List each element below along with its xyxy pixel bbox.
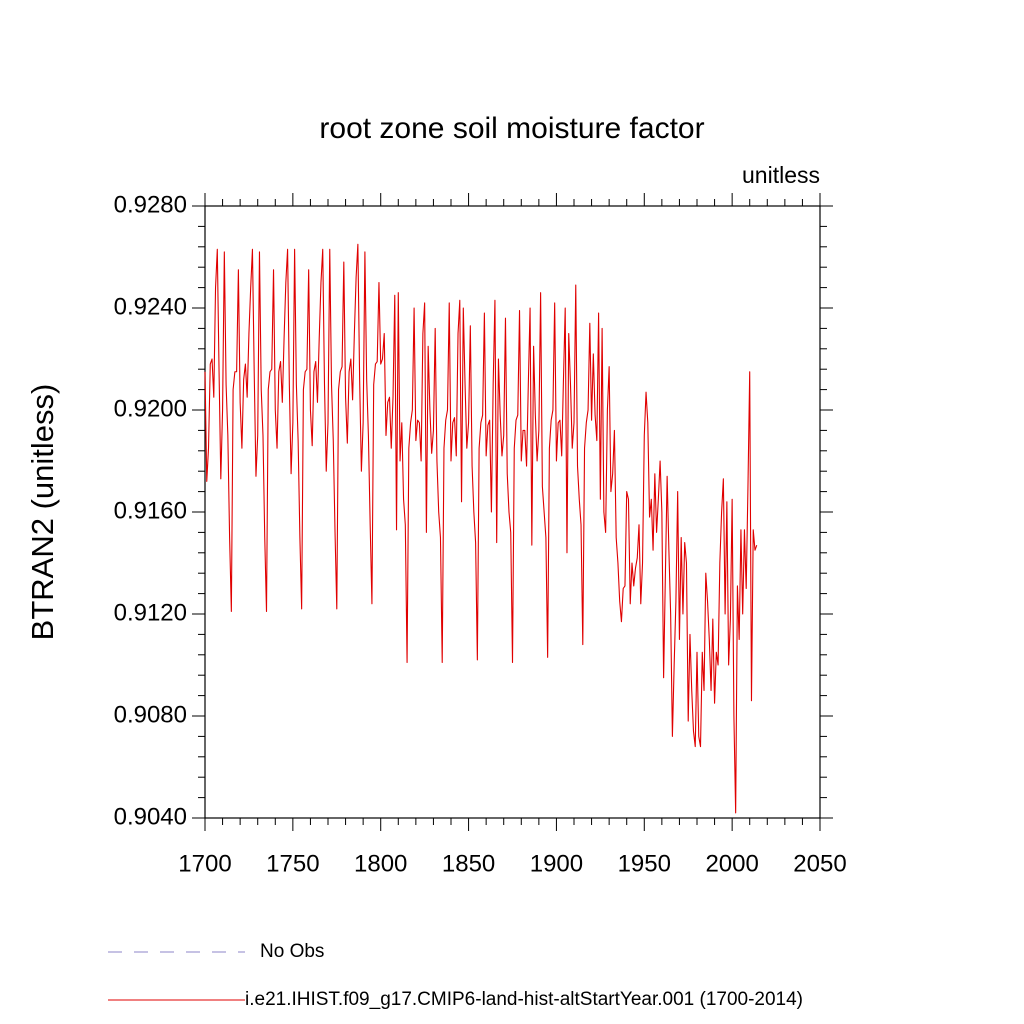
x-tick-label: 2050 bbox=[793, 850, 846, 877]
y-tick-label: 0.9080 bbox=[114, 701, 187, 728]
chart-subtitle: unitless bbox=[742, 162, 820, 188]
legend-label: No Obs bbox=[260, 941, 324, 962]
y-tick-label: 0.9120 bbox=[114, 599, 187, 626]
x-tick-label: 1700 bbox=[178, 850, 231, 877]
x-tick-label: 1950 bbox=[618, 850, 671, 877]
x-tick-label: 1750 bbox=[266, 850, 319, 877]
chart-title: root zone soil moisture factor bbox=[319, 112, 704, 145]
y-tick-label: 0.9240 bbox=[114, 293, 187, 320]
y-tick-label: 0.9200 bbox=[114, 395, 187, 422]
legend-label: i.e21.IHIST.f09_g17.CMIP6-land-hist-altS… bbox=[245, 989, 803, 1010]
y-tick-label: 0.9280 bbox=[114, 191, 187, 218]
y-tick-label: 0.9040 bbox=[114, 803, 187, 830]
x-tick-label: 1850 bbox=[442, 850, 495, 877]
plot-frame bbox=[204, 205, 821, 819]
y-axis-label: BTRAN2 (unitless) bbox=[25, 384, 60, 641]
data-line bbox=[204, 243, 758, 814]
x-tick-label: 1900 bbox=[530, 850, 583, 877]
x-tick-label: 1800 bbox=[354, 850, 407, 877]
y-tick-label: 0.9160 bbox=[114, 497, 187, 524]
x-tick-label: 2000 bbox=[705, 850, 758, 877]
